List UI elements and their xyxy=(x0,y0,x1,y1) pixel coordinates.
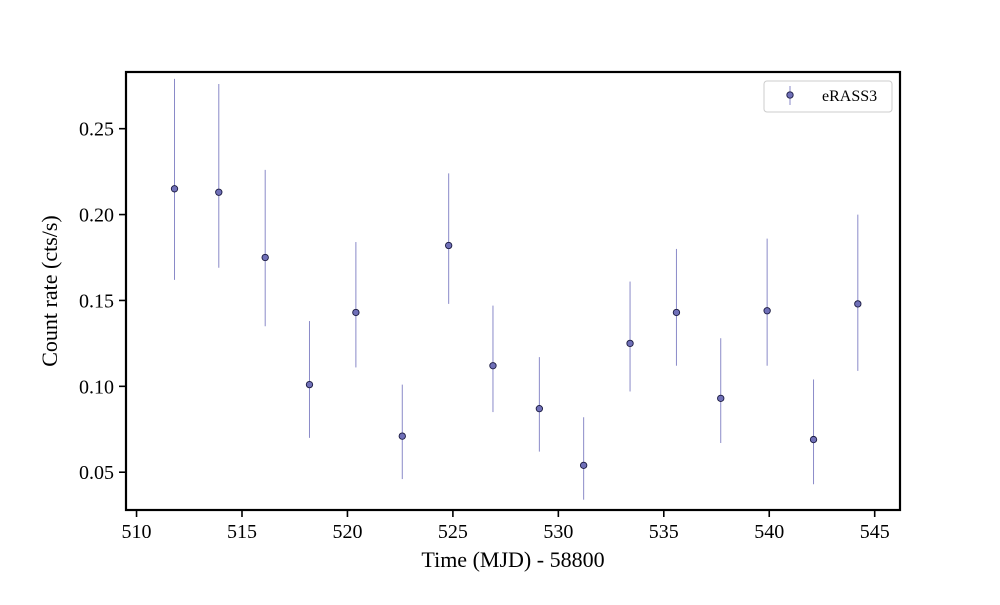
data-point xyxy=(352,308,360,317)
legend-box xyxy=(763,80,893,113)
x-tick-label: 525 xyxy=(438,521,468,543)
data-point xyxy=(398,432,406,440)
y-tick-label: 0.25 xyxy=(79,119,114,141)
y-tick-label: 0.10 xyxy=(79,376,114,398)
y-axis: 0.05 0.10 0.15 0.20 0.25 xyxy=(79,119,126,484)
plot-layer xyxy=(170,78,862,500)
x-tick-label: 520 xyxy=(332,521,362,543)
data-point xyxy=(717,394,725,403)
x-tick-label: 545 xyxy=(860,521,890,543)
data-point xyxy=(809,435,818,444)
data-point xyxy=(535,405,544,413)
y-tick-label: 0.15 xyxy=(79,290,114,312)
x-tick-label: 540 xyxy=(754,521,784,543)
x-tick-label: 515 xyxy=(227,521,257,543)
data-point xyxy=(170,185,179,193)
x-axis: 510 515 520 525 530 535 540 545 xyxy=(122,510,890,543)
x-axis-title: Time (MJD) - 58800 xyxy=(421,547,604,572)
data-point xyxy=(580,461,588,469)
data-point xyxy=(626,339,634,348)
data-point xyxy=(261,253,269,262)
y-axis-title: Count rate (cts/s) xyxy=(37,215,62,367)
legend-label: eRASS3 xyxy=(822,88,877,105)
x-tick-label: 535 xyxy=(649,521,679,543)
y-tick-label: 0.05 xyxy=(79,462,114,484)
data-point xyxy=(489,362,497,370)
data-point xyxy=(672,308,681,317)
data-point xyxy=(305,380,314,389)
legend-point-marker xyxy=(786,91,794,99)
data-point xyxy=(763,307,771,315)
x-tick-label: 510 xyxy=(122,521,152,543)
data-point xyxy=(215,188,223,196)
y-tick-label: 0.20 xyxy=(79,205,114,227)
x-tick-label: 530 xyxy=(543,521,573,543)
data-point xyxy=(445,241,453,250)
plot-frame xyxy=(124,70,902,512)
legend: eRASS3 xyxy=(763,80,893,113)
data-point xyxy=(854,300,862,308)
